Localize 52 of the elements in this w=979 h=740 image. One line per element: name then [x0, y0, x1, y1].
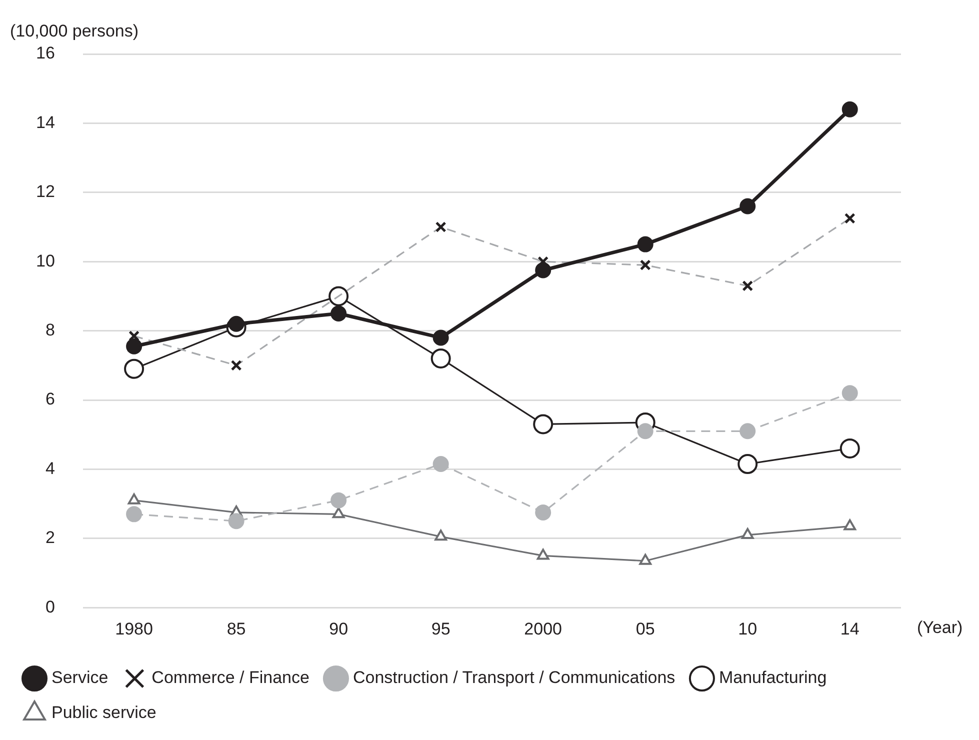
x-tick-label: 10 — [738, 619, 758, 638]
point — [740, 198, 756, 214]
legend-label: Service — [52, 668, 108, 688]
x-tick-label: 95 — [431, 619, 450, 638]
point — [332, 507, 345, 518]
point — [842, 101, 858, 118]
point — [330, 492, 347, 508]
y-axis-title: (10,000 persons) — [10, 22, 139, 41]
point — [536, 548, 550, 560]
point — [330, 306, 347, 322]
point — [740, 423, 756, 440]
point — [840, 438, 860, 458]
point — [128, 493, 140, 504]
point — [126, 338, 142, 354]
point — [842, 385, 858, 402]
legend-label: Commerce / Finance — [152, 668, 310, 688]
y-tick-label: 0 — [45, 597, 55, 616]
y-tick-label: 16 — [36, 44, 55, 63]
point — [126, 506, 142, 522]
point — [124, 358, 144, 379]
point — [535, 504, 552, 520]
point — [741, 528, 754, 539]
point — [844, 519, 856, 530]
y-tick-label: 8 — [45, 320, 55, 340]
x-tick-label: 1980 — [115, 619, 153, 638]
point — [430, 348, 451, 368]
point — [639, 554, 652, 565]
y-tick-label: 4 — [45, 458, 55, 478]
y-tick-label: 12 — [36, 182, 55, 202]
x-tick-label: 05 — [636, 619, 655, 638]
x-tick-label: 90 — [329, 619, 348, 638]
point — [637, 236, 654, 252]
point — [535, 262, 552, 278]
legend-label: Construction / Transport / Communications — [352, 668, 676, 688]
y-tick-label: 6 — [45, 390, 55, 409]
point — [228, 513, 244, 530]
y-tick-label: 2 — [45, 528, 55, 548]
point — [432, 330, 449, 346]
x-tick-label: 85 — [226, 619, 246, 638]
x-axis-title: (Year) — [917, 618, 963, 637]
legend-label: Manufacturing — [718, 668, 827, 688]
point — [434, 530, 448, 541]
y-tick-label: 14 — [36, 112, 55, 132]
point — [328, 286, 349, 306]
y-tick-label: 10 — [36, 251, 55, 270]
x-tick-label: 14 — [840, 619, 860, 638]
point — [738, 454, 758, 474]
point — [432, 456, 449, 472]
point — [637, 423, 654, 440]
legend-label: Public service — [52, 703, 156, 722]
point — [533, 414, 554, 434]
x-tick-label: 2000 — [524, 619, 562, 638]
